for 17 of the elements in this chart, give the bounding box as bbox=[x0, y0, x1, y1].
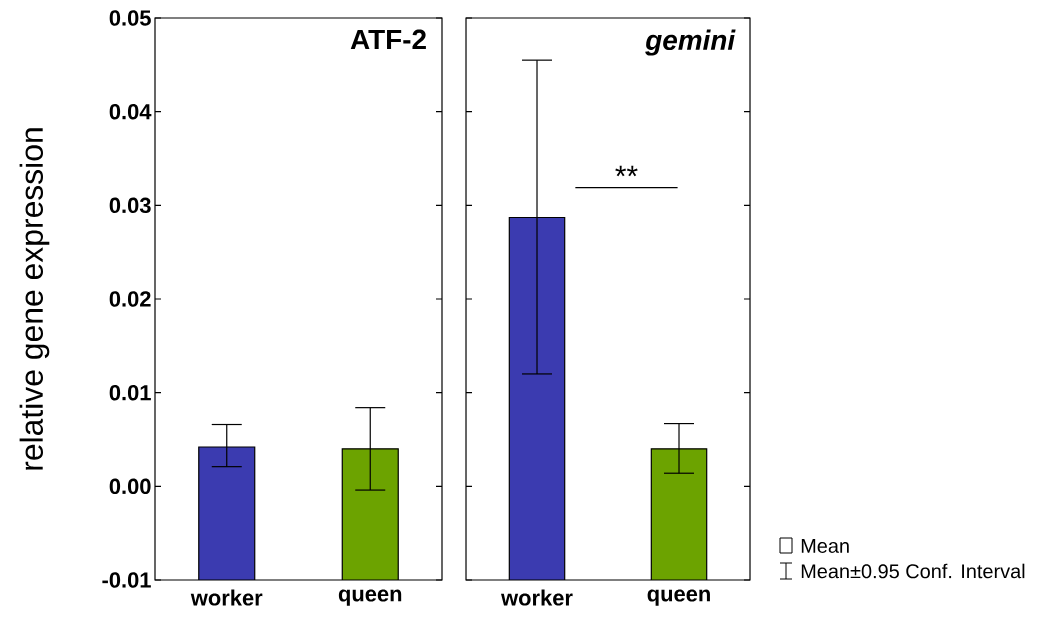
y-tick-label: 0.05 bbox=[109, 10, 151, 26]
annotation: ** bbox=[615, 165, 638, 177]
y-tick-label: 0.01 bbox=[109, 384, 151, 401]
y-tick-label: 0.03 bbox=[109, 197, 151, 214]
chart-title: gemini bbox=[645, 29, 736, 56]
y-tick-label: 0.02 bbox=[109, 291, 151, 307]
y-tick-label: -0.01 bbox=[102, 572, 151, 588]
x-tick-label: worker bbox=[190, 589, 263, 606]
text: Mean bbox=[801, 539, 849, 553]
text: Mean±0.95 Conf. Interval bbox=[801, 563, 1025, 579]
x-tick-label: queen bbox=[647, 589, 710, 606]
y-tick-label: 0.00 bbox=[109, 478, 151, 495]
y-axis-title: relative gene expression bbox=[19, 128, 50, 470]
chart-title: ATF-2 bbox=[350, 29, 426, 50]
x-tick-label: queen bbox=[338, 589, 402, 606]
y-tick-label: 0.04 bbox=[109, 103, 152, 120]
x-tick-label: worker bbox=[501, 589, 573, 606]
